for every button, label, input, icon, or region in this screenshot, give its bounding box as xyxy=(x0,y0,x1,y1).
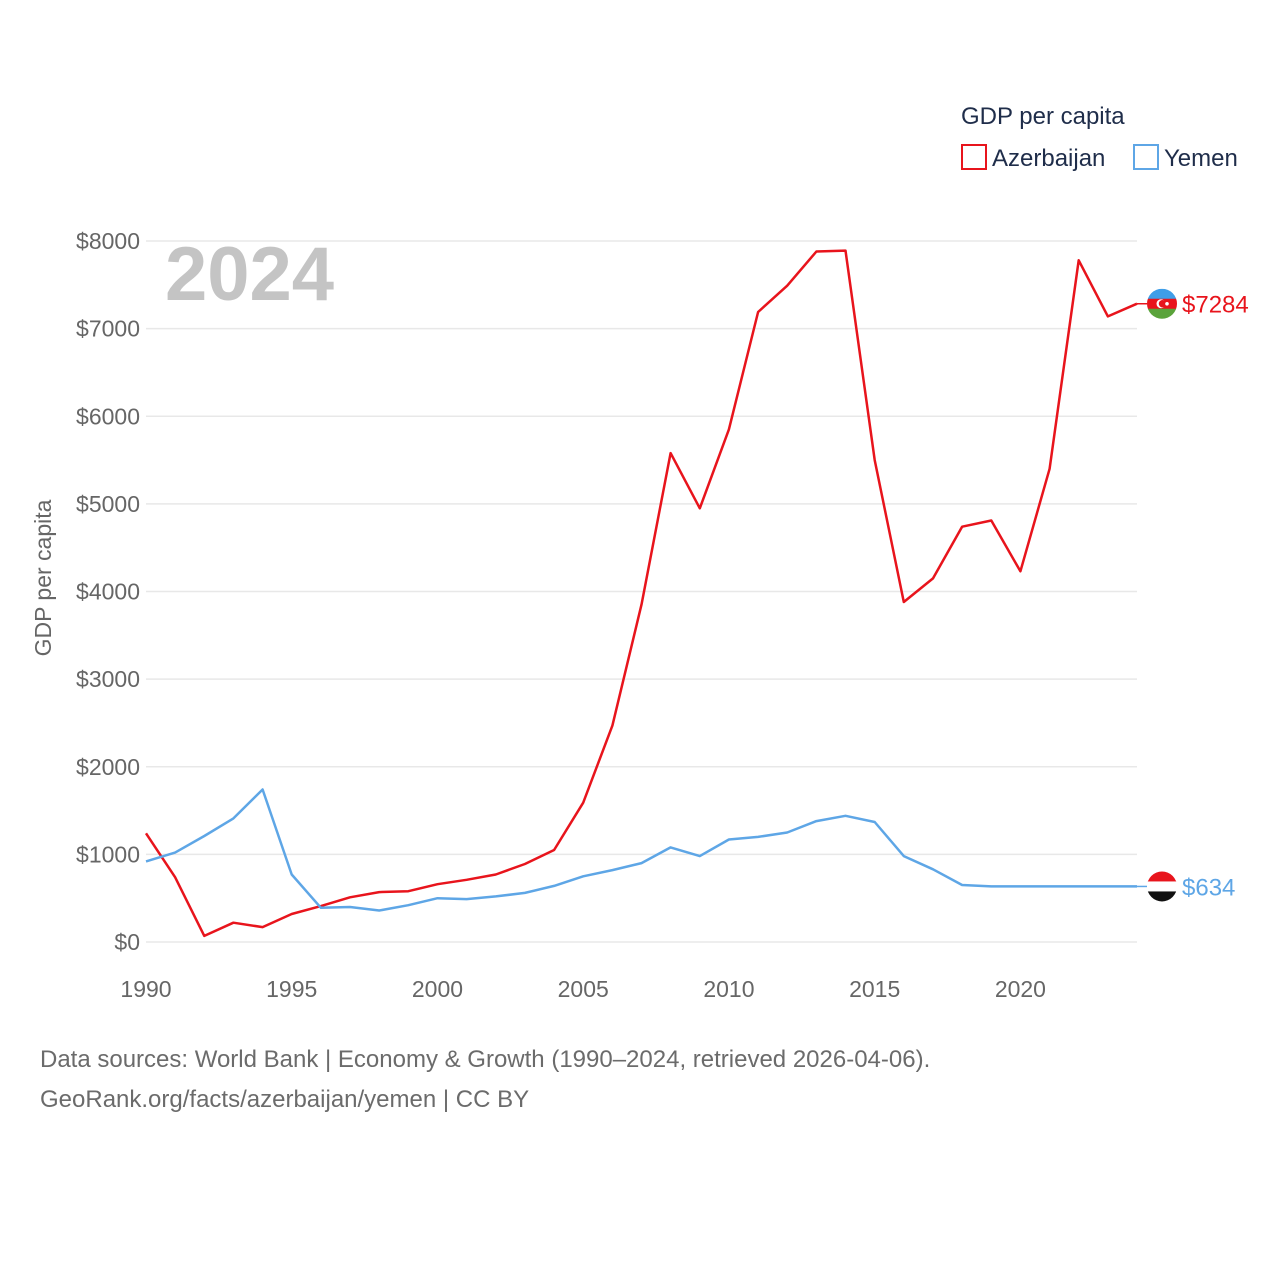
x-axis-ticks: 1990 1995 2000 2005 2010 2015 2020 xyxy=(120,976,1046,1002)
legend-label-yemen: Yemen xyxy=(1164,145,1238,172)
y-tick-label: $3000 xyxy=(76,666,140,692)
y-tick-label: $0 xyxy=(114,929,140,955)
legend-label-azerbaijan: Azerbaijan xyxy=(992,145,1105,172)
y-axis-title: GDP per capita xyxy=(30,499,56,656)
yemen-flag-icon xyxy=(1147,871,1177,902)
footer-sources: Data sources: World Bank | Economy & Gro… xyxy=(40,1040,1240,1120)
y-tick-label: $8000 xyxy=(76,228,140,254)
footer-line-sources: Data sources: World Bank | Economy & Gro… xyxy=(40,1046,931,1073)
year-watermark: 2024 xyxy=(165,232,334,317)
end-markers: $7284 $634 xyxy=(1137,288,1249,902)
series-lines xyxy=(144,249,1138,938)
x-tick-label: 2010 xyxy=(703,976,754,1002)
x-tick-label: 2015 xyxy=(849,976,900,1002)
x-tick-label: 2000 xyxy=(412,976,463,1002)
legend-item-yemen: Yemen xyxy=(1133,144,1238,172)
y-tick-label: $5000 xyxy=(76,491,140,517)
y-tick-label: $6000 xyxy=(76,403,140,429)
x-tick-label: 1995 xyxy=(266,976,317,1002)
y-tick-label: $1000 xyxy=(76,841,140,867)
legend-swatch-yemen xyxy=(1133,144,1159,170)
footer-line-link: GeoRank.org/facts/azerbaijan/yemen | CC … xyxy=(40,1086,530,1113)
y-tick-label: $7000 xyxy=(76,316,140,342)
end-value-label: $7284 xyxy=(1182,292,1249,319)
gridlines xyxy=(146,240,1137,943)
x-tick-label: 1990 xyxy=(120,976,171,1002)
y-tick-label: $4000 xyxy=(76,579,140,605)
legend-title: GDP per capita xyxy=(961,103,1125,130)
series-line-yemen xyxy=(145,788,1137,912)
series-line-azerbaijan xyxy=(144,249,1138,938)
legend-item-azerbaijan: Azerbaijan xyxy=(961,144,1105,172)
x-tick-label: 2020 xyxy=(995,976,1046,1002)
y-tick-label: $2000 xyxy=(76,754,140,780)
end-value-label: $634 xyxy=(1182,874,1235,901)
azerbaijan-flag-icon xyxy=(1147,288,1177,319)
y-axis-ticks: $0 $1000 $2000 $3000 $4000 $5000 $6000 $7000 $80… xyxy=(76,228,140,955)
x-tick-label: 2005 xyxy=(558,976,609,1002)
legend-swatch-azerbaijan xyxy=(961,144,987,170)
legend: GDP per capita Azerbaijan Yemen xyxy=(961,103,1238,172)
